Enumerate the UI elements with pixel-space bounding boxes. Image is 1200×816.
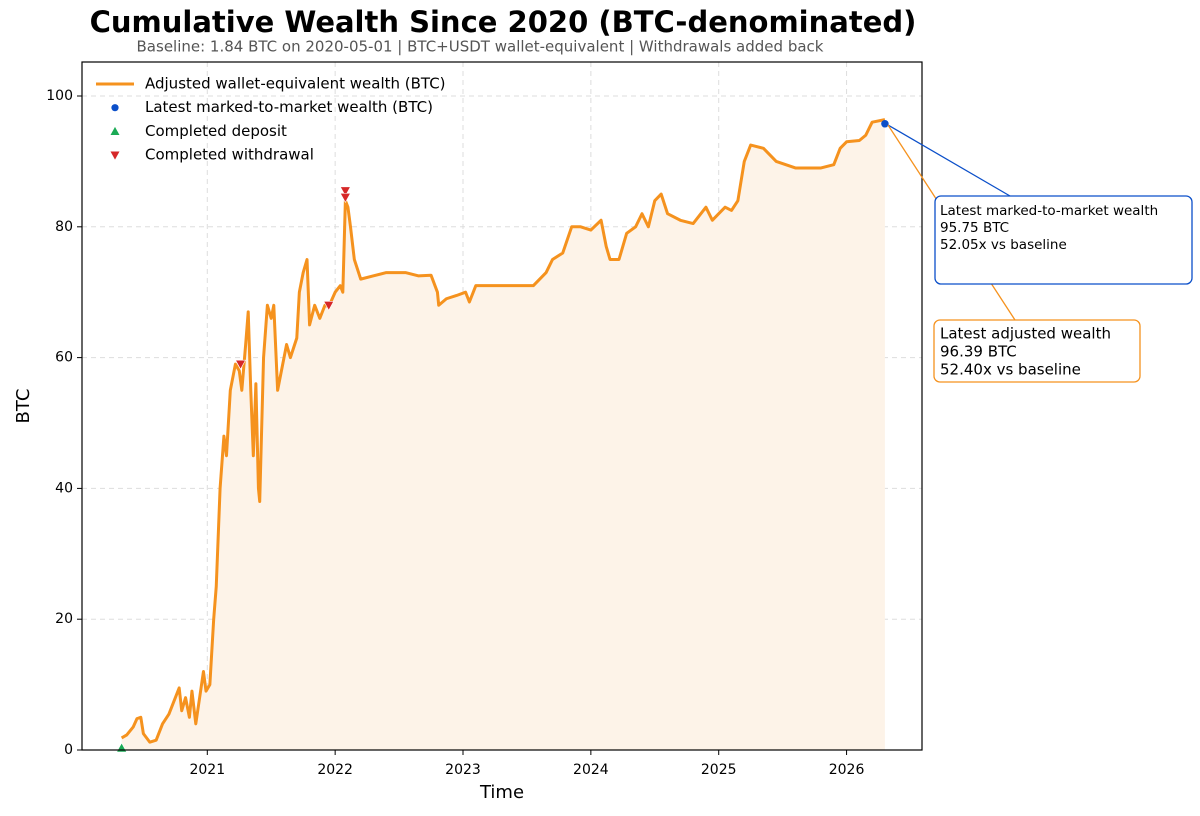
annotation-text: 52.05x vs baseline [940, 237, 1067, 253]
legend-label: Completed withdrawal [145, 146, 314, 164]
legend-swatch [111, 104, 119, 112]
marker [323, 300, 335, 311]
annotation-text: 96.39 BTC [940, 343, 1017, 361]
y-tick-label: 80 [55, 219, 73, 235]
annotation-box [934, 195, 1193, 285]
x-tick-label: 2021 [189, 762, 225, 778]
annotation-text: Latest adjusted wealth [940, 325, 1111, 343]
plot-frame [81, 61, 923, 751]
y-tick-label: 0 [64, 742, 73, 758]
annotation-box [933, 319, 1141, 383]
annotation-text: 95.75 BTC [940, 220, 1009, 236]
y-tick-label: 60 [55, 350, 73, 366]
plot [116, 118, 889, 753]
x-tick-label: 2026 [829, 762, 865, 778]
chart-subtitle: Baseline: 1.84 BTC on 2020-05-01 | BTC+U… [137, 38, 824, 56]
marker [235, 359, 247, 370]
chart-title: Cumulative Wealth Since 2020 (BTC-denomi… [90, 5, 917, 39]
annotation-text: 52.40x vs baseline [940, 361, 1081, 379]
area-fill [121, 119, 885, 751]
legend-label: Adjusted wallet-equivalent wealth (BTC) [145, 75, 446, 93]
x-tick-label: 2024 [573, 762, 609, 778]
y-tick-label: 100 [46, 88, 73, 104]
annotation-arrow [887, 124, 1011, 197]
x-tick-label: 2022 [317, 762, 353, 778]
y-tick-label: 40 [55, 480, 73, 496]
y-tick-label: 20 [55, 611, 73, 627]
legend-swatch [110, 151, 120, 160]
x-axis-label: Time [479, 782, 524, 803]
annotation-text: Latest marked-to-market wealth [940, 203, 1158, 219]
x-tick-label: 2023 [445, 762, 481, 778]
marker [339, 186, 351, 197]
marker [881, 120, 889, 128]
x-tick-label: 2025 [701, 762, 737, 778]
y-axis-label: BTC [13, 389, 34, 424]
legend-label: Completed deposit [145, 122, 287, 140]
marker [339, 193, 351, 203]
legend-swatch [110, 126, 120, 135]
legend: Adjusted wallet-equivalent wealth (BTC) L… [96, 75, 446, 164]
legend-label: Latest marked-to-market wealth (BTC) [145, 98, 433, 116]
